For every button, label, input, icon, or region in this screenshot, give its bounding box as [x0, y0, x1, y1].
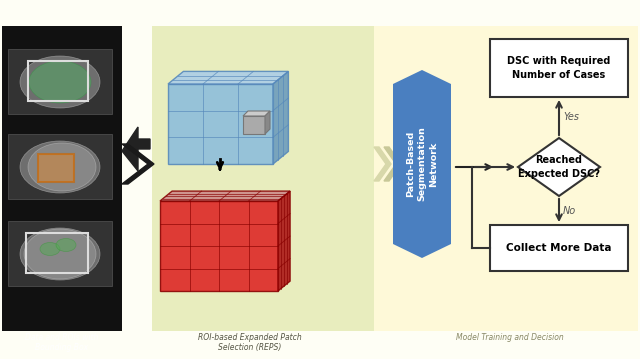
Ellipse shape	[28, 143, 96, 191]
Text: ROI-based Expanded Patch
Selection (REPS): ROI-based Expanded Patch Selection (REPS…	[198, 333, 302, 353]
Ellipse shape	[20, 228, 100, 280]
Polygon shape	[278, 191, 290, 291]
Bar	[490, 225, 628, 271]
Polygon shape	[160, 191, 290, 201]
Bar	[38, 154, 74, 182]
Bar	[160, 201, 278, 291]
Bar	[2, 26, 122, 331]
Bar	[374, 26, 638, 331]
Polygon shape	[243, 111, 270, 116]
Bar	[8, 221, 112, 286]
Bar	[8, 49, 112, 114]
Text: Patch-Based
Segmentation
Network: Patch-Based Segmentation Network	[406, 127, 438, 201]
Bar	[152, 26, 374, 331]
Text: Yes: Yes	[563, 112, 579, 122]
Polygon shape	[273, 71, 289, 164]
Polygon shape	[518, 138, 600, 196]
Polygon shape	[122, 127, 150, 171]
Text: DSC with Required
Number of Cases: DSC with Required Number of Cases	[508, 56, 611, 80]
Bar	[490, 39, 628, 97]
Bar	[243, 116, 265, 134]
Ellipse shape	[20, 56, 100, 108]
Bar	[26, 233, 88, 273]
Text: No: No	[563, 205, 576, 215]
Polygon shape	[265, 111, 270, 134]
Polygon shape	[374, 147, 391, 181]
Bar	[168, 84, 273, 164]
Ellipse shape	[56, 238, 76, 252]
Ellipse shape	[40, 242, 60, 256]
Text: Collect More Data: Collect More Data	[506, 243, 612, 253]
Ellipse shape	[20, 141, 100, 193]
Polygon shape	[393, 70, 451, 258]
Bar	[8, 134, 112, 199]
Ellipse shape	[24, 229, 96, 279]
Bar	[28, 61, 88, 101]
Polygon shape	[122, 144, 154, 184]
Ellipse shape	[29, 61, 91, 103]
Text: Model Training and Decision: Model Training and Decision	[456, 333, 564, 342]
Text: Reached
Expected DSC?: Reached Expected DSC?	[518, 155, 600, 178]
Polygon shape	[384, 147, 401, 181]
Polygon shape	[168, 71, 289, 84]
Text: Data and ROIs with
Bounding Box: Data and ROIs with Bounding Box	[26, 333, 99, 353]
